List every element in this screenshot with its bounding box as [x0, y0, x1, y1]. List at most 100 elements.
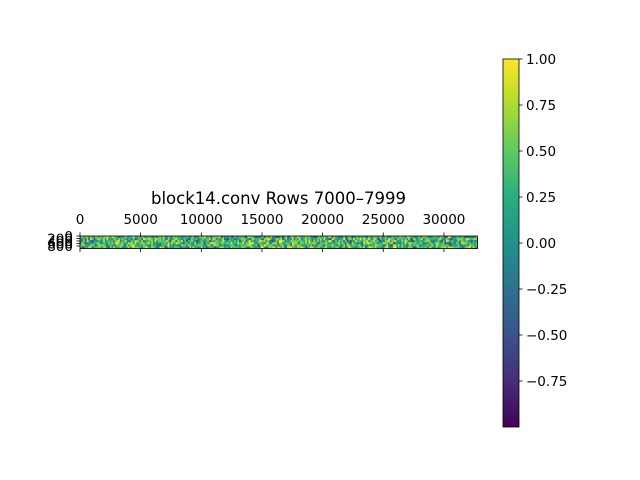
heatmap-cell [401, 242, 404, 245]
heatmap-cell [368, 240, 371, 243]
heatmap-cell [335, 238, 338, 241]
heatmap-cell [292, 246, 295, 249]
heatmap-cell [214, 242, 217, 245]
heatmap-cell [378, 238, 381, 241]
heatmap-cell [116, 242, 119, 245]
heatmap-cell [260, 238, 263, 241]
heatmap-cell [240, 236, 243, 239]
heatmap-cell [358, 246, 361, 249]
heatmap-cell [258, 246, 261, 249]
heatmap-cell [452, 242, 455, 245]
heatmap-cell [182, 242, 185, 245]
heatmap-cell [407, 240, 410, 243]
heatmap-cell [363, 242, 366, 245]
heatmap-cell [421, 244, 424, 247]
heatmap-cell [212, 242, 215, 245]
heatmap-cell [128, 244, 131, 247]
heatmap-cell [356, 246, 359, 249]
heatmap-cell [242, 238, 245, 241]
heatmap-cell [128, 238, 131, 241]
heatmap-cell [263, 242, 266, 245]
heatmap-cell [156, 236, 159, 239]
heatmap-cell [209, 236, 212, 239]
heatmap-cell [123, 242, 126, 245]
heatmap-cell [366, 246, 369, 249]
heatmap-cell [402, 236, 405, 239]
heatmap-cell [345, 246, 348, 249]
heatmap-cell [374, 236, 377, 239]
heatmap-cell [152, 244, 155, 247]
heatmap-cell [444, 236, 447, 239]
heatmap-cell [349, 236, 352, 239]
heatmap-cell [99, 242, 102, 245]
heatmap-cell [449, 240, 452, 243]
heatmap-cell [237, 240, 240, 243]
heatmap-cell [250, 246, 253, 249]
heatmap-cell [247, 240, 250, 243]
heatmap-cell [379, 236, 382, 239]
heatmap-cell [235, 242, 238, 245]
heatmap-cell [137, 238, 140, 241]
heatmap-cell [467, 244, 470, 247]
heatmap-cell [242, 246, 245, 249]
heatmap-cell [389, 236, 392, 239]
heatmap-cell [101, 242, 104, 245]
heatmap-cell [104, 238, 107, 241]
heatmap-cell [129, 244, 132, 247]
heatmap-cell [124, 236, 127, 239]
heatmap-cell [186, 242, 189, 245]
heatmap-cell [88, 240, 91, 243]
heatmap-cell [192, 244, 195, 247]
heatmap-cell [111, 240, 114, 243]
heatmap-cell [229, 236, 232, 239]
heatmap-cell [172, 244, 175, 247]
heatmap-cell [164, 236, 167, 239]
heatmap-cell [217, 240, 220, 243]
heatmap-cell [94, 238, 97, 241]
heatmap-cell [402, 238, 405, 241]
colorbar [502, 58, 520, 428]
heatmap-cell [300, 242, 303, 245]
heatmap-cell [462, 242, 465, 245]
heatmap-cell [427, 242, 430, 245]
heatmap-cell [88, 244, 91, 247]
heatmap-cell [99, 244, 102, 247]
heatmap-cell [455, 236, 458, 239]
heatmap-cell [134, 236, 137, 239]
heatmap-cell [83, 240, 86, 243]
heatmap-cell [195, 242, 198, 245]
colorbar-tick-label: −0.25 [526, 282, 567, 298]
heatmap-cell [131, 242, 134, 245]
heatmap-cell [457, 236, 460, 239]
heatmap-cell [124, 240, 127, 243]
heatmap-cell [114, 246, 117, 249]
heatmap-cell [321, 246, 324, 249]
heatmap-cell [101, 240, 104, 243]
heatmap-cell [404, 244, 407, 247]
heatmap-cell [358, 242, 361, 245]
heatmap-cell [98, 240, 101, 243]
heatmap-cell [260, 242, 263, 245]
heatmap-cell [162, 238, 165, 241]
heatmap-cell [119, 242, 122, 245]
heatmap-cell [474, 242, 477, 245]
heatmap-cell [262, 240, 265, 243]
heatmap-cell [220, 242, 223, 245]
heatmap-cell [426, 240, 429, 243]
heatmap-cell [330, 238, 333, 241]
heatmap-cell [406, 244, 409, 247]
heatmap-cell [436, 236, 439, 239]
heatmap-cell [391, 236, 394, 239]
heatmap-cell [353, 240, 356, 243]
heatmap-cell [353, 246, 356, 249]
heatmap-cell [171, 244, 174, 247]
heatmap-cell [316, 242, 319, 245]
heatmap-cell [467, 240, 470, 243]
heatmap-cell [89, 236, 92, 239]
heatmap-cell [80, 240, 83, 243]
heatmap-cell [313, 238, 316, 241]
heatmap-cell [432, 238, 435, 241]
heatmap-cell [398, 244, 401, 247]
heatmap-cell [217, 238, 220, 241]
heatmap-cell [441, 244, 444, 247]
